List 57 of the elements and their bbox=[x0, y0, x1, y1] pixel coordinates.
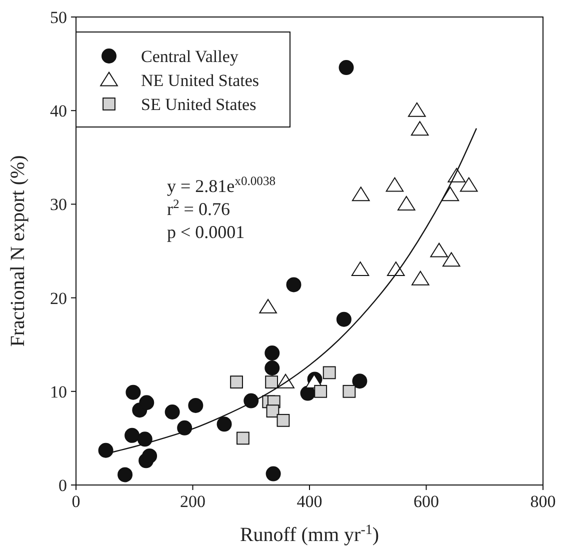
point bbox=[442, 252, 460, 267]
point bbox=[177, 420, 192, 436]
point bbox=[412, 270, 430, 286]
point bbox=[386, 177, 404, 192]
x-tick-label: 200 bbox=[180, 492, 206, 511]
point bbox=[408, 102, 426, 117]
y-tick-label: 50 bbox=[50, 8, 67, 27]
point bbox=[342, 384, 356, 398]
point bbox=[314, 384, 328, 398]
x-tick-label: 0 bbox=[72, 492, 80, 511]
point bbox=[264, 346, 280, 361]
annotation: p < 0.0001 bbox=[167, 222, 245, 242]
point bbox=[188, 398, 204, 413]
x-axis-title: Runoff (mm yr$^{-1}$) bbox=[240, 522, 380, 546]
point bbox=[276, 414, 290, 427]
point bbox=[98, 442, 114, 458]
point bbox=[137, 432, 152, 447]
point bbox=[352, 186, 370, 202]
point bbox=[441, 186, 460, 202]
point bbox=[266, 466, 281, 482]
y-tick-label: 40 bbox=[50, 102, 67, 121]
point bbox=[264, 360, 280, 376]
legend-label: SE United States bbox=[141, 95, 256, 114]
y-tick-label: 10 bbox=[50, 382, 67, 402]
point bbox=[259, 298, 277, 314]
point bbox=[126, 384, 141, 400]
point bbox=[236, 432, 250, 445]
x-tick-label: 800 bbox=[530, 492, 556, 511]
point bbox=[351, 262, 370, 276]
y-tick-label: 0 bbox=[58, 476, 67, 495]
x-tick-label: 400 bbox=[296, 492, 322, 511]
point bbox=[322, 366, 336, 380]
point bbox=[386, 262, 405, 276]
point bbox=[336, 312, 352, 327]
point bbox=[118, 467, 133, 482]
point bbox=[265, 376, 278, 388]
y-axis-title: Fractional N export (%) bbox=[7, 155, 29, 347]
point bbox=[124, 428, 140, 443]
point bbox=[410, 121, 429, 136]
legend-label: Central Valley bbox=[141, 47, 239, 66]
point bbox=[139, 395, 154, 410]
point bbox=[230, 376, 243, 388]
point bbox=[352, 374, 368, 389]
y-tick-label: 30 bbox=[50, 195, 67, 214]
point bbox=[266, 404, 280, 418]
x-tick-label: 600 bbox=[414, 492, 439, 511]
annotation: r$^{2}$ = 0.76 bbox=[167, 197, 230, 219]
y-tick-label: 20 bbox=[50, 288, 67, 308]
point bbox=[164, 404, 180, 420]
point bbox=[430, 242, 448, 258]
point bbox=[460, 177, 478, 192]
point bbox=[216, 416, 232, 432]
point bbox=[286, 277, 302, 292]
point bbox=[398, 196, 416, 210]
legend-label: NE United States bbox=[141, 71, 260, 90]
point bbox=[142, 448, 158, 464]
annotation: y = 2.81e$^{x0.0038}$ bbox=[167, 174, 276, 196]
